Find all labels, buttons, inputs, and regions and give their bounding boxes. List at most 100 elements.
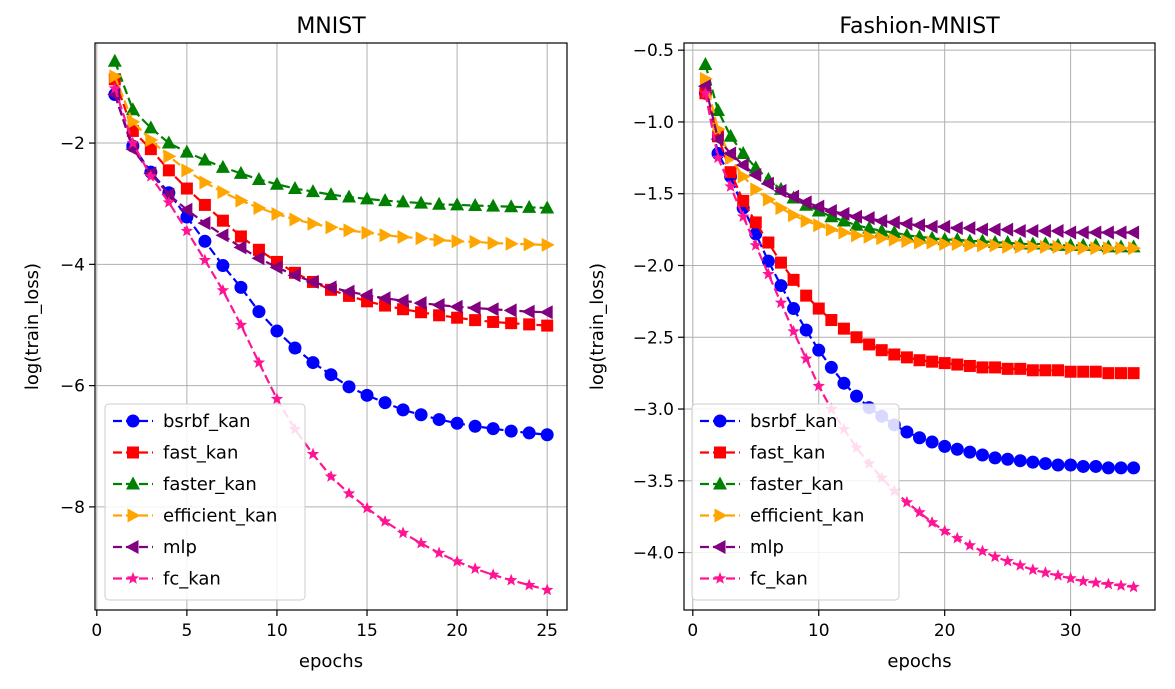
- data-point-bsrbf_kan: [198, 234, 212, 248]
- data-point-fc_kan: [724, 180, 737, 192]
- data-point-faster_kan: [504, 199, 519, 213]
- data-point-mlp: [710, 132, 724, 147]
- data-point-fast_kan: [938, 357, 951, 370]
- data-point-bsrbf_kan: [1127, 461, 1141, 475]
- data-point-bsrbf_kan: [540, 428, 554, 442]
- y-tick-label: −1.5: [633, 185, 674, 205]
- data-point-mlp: [886, 215, 900, 230]
- data-point-fc_kan: [799, 352, 813, 365]
- data-point-efficient_kan: [1039, 239, 1053, 254]
- data-point-bsrbf_kan: [270, 324, 284, 338]
- legend-entry-fc_kan: fc_kan: [700, 569, 808, 590]
- data-point-fast_kan: [875, 344, 888, 357]
- data-point-bsrbf_kan: [252, 305, 266, 319]
- data-point-fc_kan: [1089, 576, 1102, 588]
- data-point-bsrbf_kan: [975, 448, 989, 462]
- data-point-mlp: [233, 240, 247, 255]
- data-point-fast_kan: [1001, 362, 1014, 375]
- data-point-fc_kan: [468, 562, 482, 575]
- data-point-fast_kan: [1026, 364, 1039, 377]
- data-point-efficient_kan: [1052, 239, 1066, 254]
- data-point-faster_kan: [862, 220, 877, 234]
- data-point-efficient_kan: [451, 234, 465, 249]
- data-point-efficient_kan: [825, 222, 839, 237]
- legend-marker: [714, 446, 726, 459]
- data-point-faster_kan: [736, 146, 751, 160]
- data-point-fast_kan: [1052, 364, 1065, 377]
- data-point-faster_kan: [251, 171, 266, 185]
- data-point-fast_kan: [162, 164, 175, 177]
- data-point-fast_kan: [863, 338, 876, 351]
- data-point-mlp: [359, 288, 373, 303]
- data-point-bsrbf_kan: [414, 408, 428, 422]
- data-point-fast_kan: [800, 289, 813, 302]
- data-point-fc_kan: [522, 578, 536, 591]
- legend-entry-mlp: mlp: [113, 537, 197, 558]
- data-point-fast_kan: [749, 216, 762, 229]
- chart-title: Fashion-MNIST: [839, 14, 1000, 39]
- series-line-faster_kan: [704, 64, 1134, 248]
- data-point-faster_kan: [197, 152, 212, 166]
- data-point-fc_kan: [976, 544, 989, 557]
- data-point-efficient_kan: [109, 69, 123, 84]
- y-axis-label: log(train_loss): [587, 263, 608, 390]
- legend-entry-efficient_kan: efficient_kan: [700, 506, 864, 527]
- data-point-efficient_kan: [1027, 239, 1041, 254]
- legend-marker: [126, 476, 140, 490]
- data-point-faster_kan: [378, 193, 393, 207]
- data-point-fc_kan: [342, 487, 356, 499]
- data-point-fc_kan: [762, 267, 775, 280]
- legend-entry-efficient_kan: efficient_kan: [113, 506, 277, 527]
- data-point-faster_kan: [287, 181, 302, 195]
- x-tick-label: 15: [356, 621, 378, 641]
- data-point-fc_kan: [1014, 559, 1027, 571]
- x-tick-label: 0: [687, 621, 698, 641]
- data-point-fast_kan: [963, 359, 976, 372]
- data-point-fc_kan: [378, 514, 392, 527]
- data-point-mlp: [161, 187, 175, 202]
- data-point-efficient_kan: [289, 212, 303, 227]
- data-point-mlp: [823, 203, 837, 218]
- data-point-fc_kan: [1001, 554, 1014, 567]
- data-point-fc_kan: [541, 583, 554, 596]
- data-point-mlp: [1063, 225, 1077, 240]
- data-point-bsrbf_kan: [1038, 457, 1052, 471]
- x-axis-label: epochs: [299, 651, 363, 672]
- data-point-bsrbf_kan: [1013, 454, 1027, 468]
- data-point-efficient_kan: [863, 229, 877, 244]
- data-point-efficient_kan: [838, 225, 852, 240]
- data-point-mlp: [467, 301, 481, 316]
- data-point-efficient_kan: [926, 235, 940, 250]
- legend-label: mlp: [750, 537, 784, 558]
- data-point-fc_kan: [913, 505, 926, 518]
- data-point-mlp: [974, 222, 988, 237]
- data-point-efficient_kan: [989, 238, 1003, 253]
- data-point-faster_kan: [215, 159, 230, 173]
- data-point-bsrbf_kan: [396, 403, 410, 417]
- data-point-bsrbf_kan: [1076, 459, 1090, 473]
- axes-frame: [683, 42, 1156, 611]
- data-point-fast_kan: [888, 348, 901, 361]
- x-tick-label: 25: [536, 621, 558, 641]
- data-point-faster_kan: [540, 200, 555, 214]
- legend-entry-mlp: mlp: [700, 537, 784, 558]
- data-point-faster_kan: [849, 217, 864, 231]
- data-point-bsrbf_kan: [837, 376, 851, 390]
- data-point-fc_kan: [749, 238, 762, 251]
- y-tick-label: −0.5: [633, 41, 674, 61]
- y-tick-label: −1.0: [633, 113, 674, 133]
- data-point-fc_kan: [1026, 563, 1040, 576]
- data-point-efficient_kan: [976, 238, 990, 253]
- data-point-efficient_kan: [199, 175, 213, 190]
- data-point-mlp: [251, 251, 265, 266]
- data-point-bsrbf_kan: [288, 341, 302, 355]
- data-point-efficient_kan: [397, 230, 411, 245]
- data-point-bsrbf_kan: [216, 259, 230, 273]
- data-point-mlp: [287, 268, 301, 283]
- data-point-bsrbf_kan: [378, 396, 392, 410]
- data-point-fast_kan: [951, 358, 964, 371]
- data-point-faster_kan: [824, 209, 839, 223]
- data-point-mlp: [760, 176, 774, 191]
- data-point-fast_kan: [469, 314, 482, 327]
